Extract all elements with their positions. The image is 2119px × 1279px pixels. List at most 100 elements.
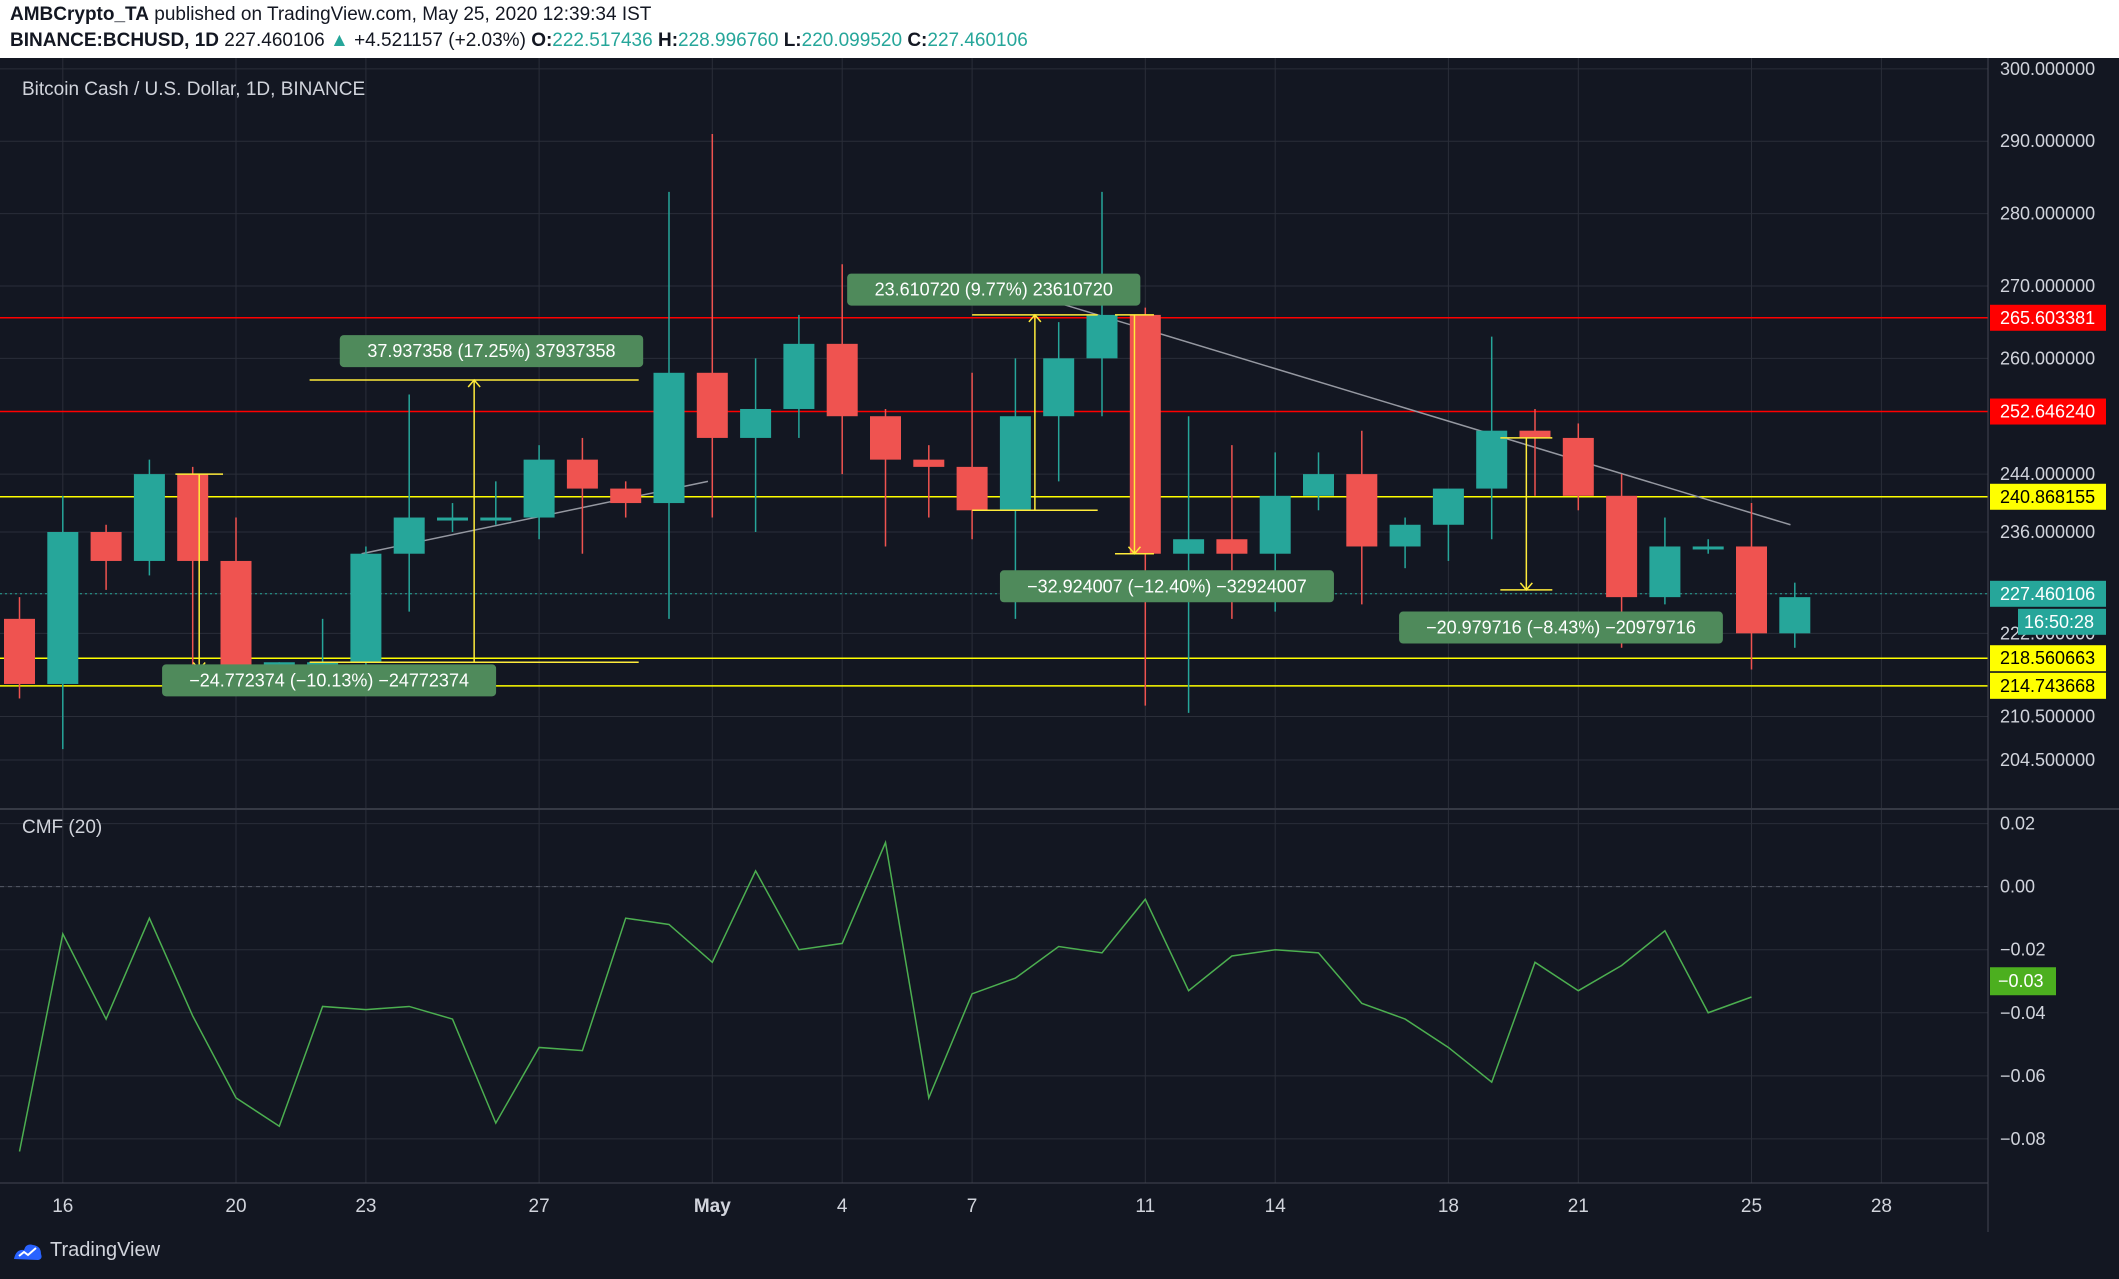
measure-label-box	[162, 664, 497, 697]
candle-down	[826, 264, 858, 475]
x-tick-label: 7	[967, 1196, 978, 1217]
candle-down	[566, 437, 598, 554]
high-label: H:	[657, 30, 679, 51]
measure-label-box	[339, 335, 644, 368]
candle-body	[1692, 546, 1724, 550]
measure-label-text: −32.924007 (−12.40%) −32924007	[1027, 576, 1307, 596]
candle-up	[1692, 539, 1724, 554]
trendline	[1049, 299, 1791, 526]
candle-down	[1606, 474, 1638, 648]
y-tick-label: 300.000000	[2000, 59, 2095, 79]
candle-down	[696, 133, 728, 518]
measure-label-box	[847, 273, 1141, 306]
candle-body	[90, 532, 122, 561]
price-label-text: 240.868155	[2000, 487, 2095, 507]
candle-body	[1389, 524, 1421, 547]
candle-body	[1086, 314, 1118, 359]
candle-body	[1346, 474, 1378, 547]
price-labels: 265.603381 252.646240 240.868155 227.460106…	[1990, 304, 2106, 996]
candle-body	[1779, 597, 1811, 634]
candle-body	[999, 416, 1031, 511]
x-tick-label: 16	[52, 1196, 73, 1217]
candle-body	[1216, 539, 1248, 554]
y-tick-label: 204.500000	[2000, 750, 2095, 770]
countdown-box	[2018, 608, 2106, 635]
price-range-measure: −32.924007 (−12.40%) −32924007	[999, 314, 1334, 603]
candle-up	[1043, 322, 1075, 482]
candle-body	[653, 372, 685, 504]
last-price: 227.460106	[224, 30, 325, 51]
price-label-text: 265.603381	[2000, 308, 2095, 328]
y-tick-label: 244.000000	[2000, 464, 2095, 484]
candle-body	[740, 408, 772, 438]
candle-body	[350, 553, 382, 663]
candle-down	[956, 372, 988, 540]
tradingview-brand[interactable]: TradingView	[50, 1239, 161, 1261]
x-tick-label: 28	[1871, 1196, 1892, 1217]
y-tick-label: 260.000000	[2000, 348, 2095, 368]
candle-body	[913, 459, 945, 467]
open-value: 222.517436	[552, 30, 653, 51]
price-label-text: 218.560663	[2000, 648, 2095, 668]
axes: 300.000000 290.000000 280.000000 270.000000…	[0, 58, 2095, 1232]
y-tick-label: 290.000000	[2000, 131, 2095, 151]
price-label-box	[1990, 672, 2106, 699]
candle-body	[783, 343, 815, 409]
candle-down	[1346, 430, 1378, 605]
publisher-name[interactable]: AMBCrypto_TA	[10, 4, 149, 25]
x-tick-label: 27	[529, 1196, 550, 1217]
cmf-y-tick-label: −0.08	[2000, 1129, 2046, 1149]
chart-header: AMBCrypto_TA published on TradingView.co…	[0, 0, 2119, 58]
ohlc-line: BINANCE:BCHUSD, 1D 227.460106 ▲ +4.52115…	[10, 30, 1028, 52]
x-tick-label: 4	[837, 1196, 848, 1217]
candle-up	[1389, 517, 1421, 569]
cmf-y-tick-label: 0.00	[2000, 877, 2035, 897]
measure-arrow-icon	[1127, 546, 1142, 555]
cmf-y-tick-label: −0.06	[2000, 1066, 2046, 1086]
candle-up	[437, 503, 468, 533]
candle-down	[90, 524, 122, 590]
candle-down	[177, 466, 209, 670]
candle-body	[1736, 546, 1767, 634]
open-label: O:	[531, 30, 553, 51]
candle-body	[696, 372, 728, 438]
candle-body	[1476, 430, 1508, 489]
publish-info: AMBCrypto_TA published on TradingView.co…	[10, 4, 651, 26]
candle-down	[1562, 423, 1594, 511]
measure-arrow-icon	[1028, 313, 1042, 323]
y-tick-label: 236.000000	[2000, 522, 2095, 542]
price-label-box	[1990, 580, 2106, 607]
price-change: +4.521157 (+2.03%)	[354, 30, 526, 51]
candle-body	[307, 662, 339, 666]
cmf-y-tick-label: −0.02	[2000, 940, 2046, 960]
x-tick-label: 25	[1741, 1196, 1762, 1217]
candle-body	[480, 517, 512, 521]
cmf-y-tick-label: −0.04	[2000, 1003, 2046, 1023]
candle-down	[1519, 408, 1551, 496]
x-tick-label: 21	[1568, 1196, 1589, 1217]
candle-up	[523, 445, 555, 540]
x-tick-label: 23	[355, 1196, 376, 1217]
change-up-icon: ▲	[329, 30, 349, 51]
candle-down	[1736, 503, 1767, 670]
countdown-text: 16:50:28	[2024, 612, 2094, 632]
candle-body	[523, 459, 555, 518]
candle-up	[1173, 416, 1205, 713]
candle-body	[47, 532, 79, 684]
candle-body	[4, 618, 35, 684]
y-tick-label: 210.500000	[2000, 707, 2095, 727]
measure-label-box	[1399, 611, 1723, 644]
candle-up	[1432, 488, 1464, 561]
price-label-box	[1990, 483, 2106, 510]
candlestick-series	[4, 133, 1811, 750]
chart-canvas[interactable]: −24.772374 (−10.13%) −24772374 37.937358 …	[0, 58, 2119, 1232]
candle-down	[913, 445, 945, 518]
price-range-measure: 23.610720 (9.77%) 23610720	[847, 273, 1141, 512]
candle-up	[133, 459, 165, 576]
y-tick-label: 280.000000	[2000, 204, 2095, 224]
cmf-title: CMF (20)	[22, 817, 102, 838]
price-label-text: 214.743668	[2000, 676, 2095, 696]
candle-down	[4, 597, 35, 699]
candle-up	[653, 191, 685, 619]
publish-text: published on TradingView.com, May 25, 20…	[154, 4, 652, 25]
